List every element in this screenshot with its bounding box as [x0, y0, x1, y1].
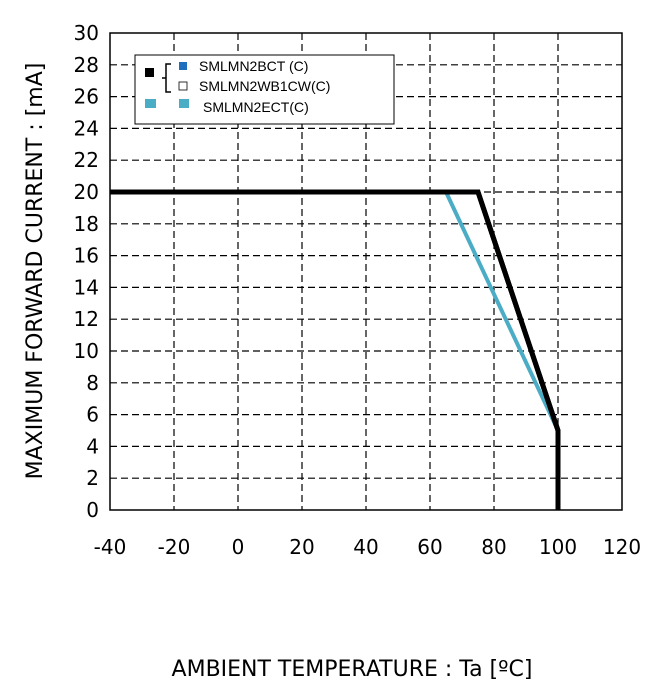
y-tick-label: 14	[74, 275, 99, 299]
y-tick-label: 2	[86, 466, 99, 490]
y-tick-label: 12	[74, 307, 99, 331]
plot-frame	[109, 32, 623, 511]
legend-label-smlmn2bct: SMLMN2BCT (C)	[199, 58, 308, 74]
x-tick-label: -20	[158, 535, 191, 559]
legend-label-smlmn2wb1cw: SMLMN2WB1CW(C)	[199, 78, 330, 94]
y-tick-label: 10	[74, 339, 99, 363]
y-tick-label: 20	[74, 180, 99, 204]
x-tick-label: 120	[603, 535, 641, 559]
y-tick-label: 28	[74, 53, 99, 77]
y-tick-label: 0	[86, 498, 99, 522]
y-tick-label: 6	[86, 403, 99, 427]
x-tick-label: 20	[289, 535, 314, 559]
legend-swatch-teal	[145, 99, 156, 108]
x-tick-label: -40	[94, 535, 127, 559]
x-tick-label: 60	[417, 535, 442, 559]
x-tick-labels: -40 -20 0 20 40 60 80 100 120	[94, 535, 641, 559]
legend-swatch-black	[145, 68, 154, 77]
y-axis-title: MAXIMUM FORWARD CURRENT : [mA]	[23, 63, 48, 480]
legend-label-smlmn2ect: SMLMN2ECT(C)	[203, 99, 309, 115]
y-tick-label: 16	[74, 244, 99, 268]
series-line-smlmn2bct-c	[110, 189, 561, 510]
legend-marker-teal	[179, 99, 189, 108]
legend-bracket	[162, 63, 171, 93]
x-tick-label: 100	[539, 535, 577, 559]
x-tick-label: 40	[353, 535, 378, 559]
legend-box	[134, 54, 395, 125]
y-tick-label: 18	[74, 212, 99, 236]
legend-marker-white	[178, 81, 188, 91]
legend-marker-blue	[179, 62, 187, 70]
y-tick-label: 26	[74, 85, 99, 109]
y-tick-label: 22	[74, 148, 99, 172]
series-layer	[110, 189, 561, 510]
legend: SMLMN2BCT (C) SMLMN2WB1CW(C) SMLMN2ECT(C…	[134, 54, 395, 125]
y-tick-label: 8	[86, 371, 99, 395]
y-tick-label: 30	[74, 21, 99, 45]
x-tick-label: 80	[481, 535, 506, 559]
x-tick-label: 0	[232, 535, 245, 559]
y-tick-label: 24	[74, 116, 99, 140]
y-tick-label: 4	[86, 434, 99, 458]
x-axis-title: AMBIENT TEMPERATURE : Ta [ºC]	[172, 657, 533, 682]
